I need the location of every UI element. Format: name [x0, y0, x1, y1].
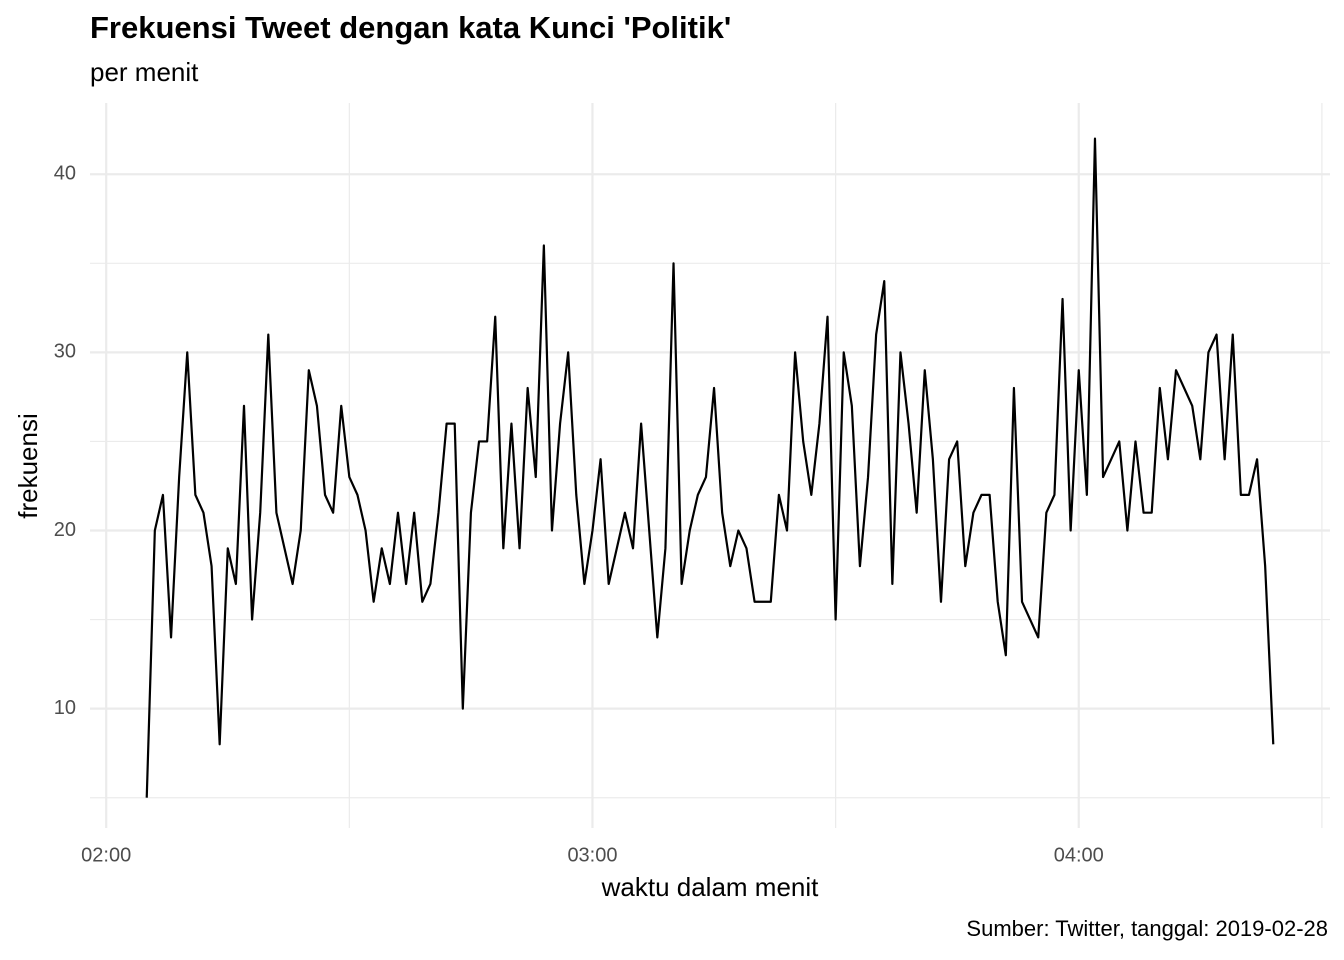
chart-subtitle: per menit: [90, 57, 199, 87]
grid: 10 20 30 40 02:00 03:00 04:00: [54, 103, 1330, 866]
x-tick-label: 02:00: [81, 844, 131, 866]
y-tick-label: 40: [54, 163, 76, 185]
y-tick-label: 30: [54, 341, 76, 363]
x-axis-label: waktu dalam menit: [601, 872, 820, 902]
chart-title: Frekuensi Tweet dengan kata Kunci 'Polit…: [90, 10, 731, 45]
data-line: [145, 137, 1275, 798]
plot: [145, 137, 1275, 798]
y-axis-label: frekuensi: [13, 413, 43, 519]
y-tick-label: 10: [54, 697, 76, 719]
caption: Sumber: Twitter, tanggal: 2019-02-28: [966, 916, 1328, 941]
x-tick-label: 04:00: [1054, 844, 1104, 866]
y-tick-label: 20: [54, 519, 76, 541]
x-tick-label: 03:00: [567, 844, 617, 866]
